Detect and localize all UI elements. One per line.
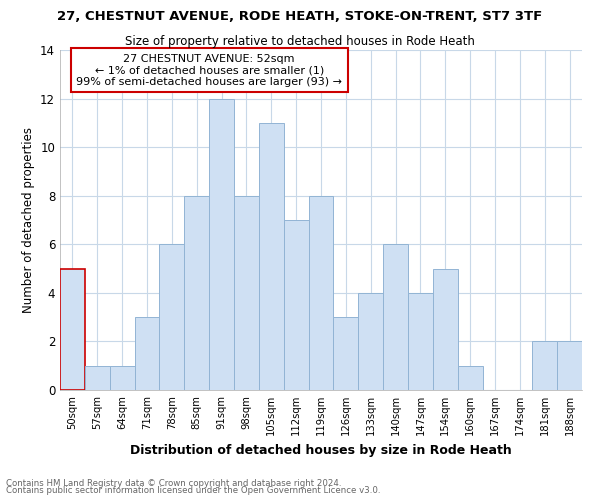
Text: 27 CHESTNUT AVENUE: 52sqm
← 1% of detached houses are smaller (1)
99% of semi-de: 27 CHESTNUT AVENUE: 52sqm ← 1% of detach…: [76, 54, 342, 87]
Bar: [110, 366, 134, 390]
Bar: [383, 244, 408, 390]
Bar: [184, 196, 209, 390]
Bar: [358, 293, 383, 390]
Bar: [134, 317, 160, 390]
Bar: [334, 317, 358, 390]
Text: Contains public sector information licensed under the Open Government Licence v3: Contains public sector information licen…: [6, 486, 380, 495]
Bar: [433, 268, 458, 390]
Bar: [308, 196, 334, 390]
Text: Size of property relative to detached houses in Rode Heath: Size of property relative to detached ho…: [125, 35, 475, 48]
Text: 27, CHESTNUT AVENUE, RODE HEATH, STOKE-ON-TRENT, ST7 3TF: 27, CHESTNUT AVENUE, RODE HEATH, STOKE-O…: [58, 10, 542, 23]
Bar: [60, 268, 85, 390]
Y-axis label: Number of detached properties: Number of detached properties: [22, 127, 35, 313]
Bar: [557, 342, 582, 390]
Bar: [259, 123, 284, 390]
X-axis label: Distribution of detached houses by size in Rode Heath: Distribution of detached houses by size …: [130, 444, 512, 456]
Bar: [209, 98, 234, 390]
Bar: [234, 196, 259, 390]
Bar: [408, 293, 433, 390]
Bar: [85, 366, 110, 390]
Bar: [284, 220, 308, 390]
Bar: [160, 244, 184, 390]
Text: Contains HM Land Registry data © Crown copyright and database right 2024.: Contains HM Land Registry data © Crown c…: [6, 478, 341, 488]
Bar: [532, 342, 557, 390]
Bar: [458, 366, 482, 390]
